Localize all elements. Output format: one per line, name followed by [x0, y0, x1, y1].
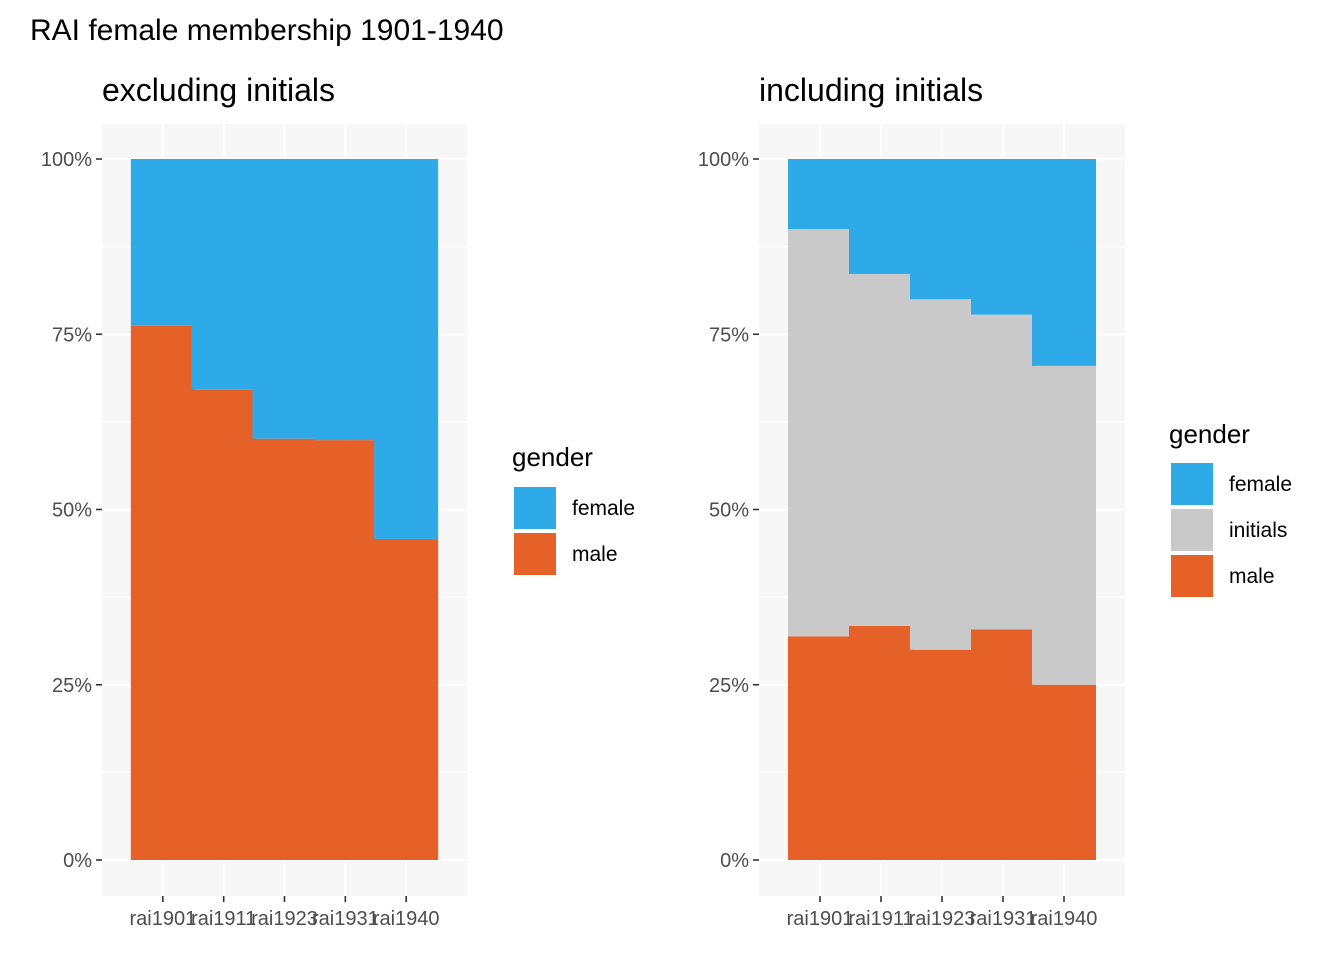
bar-male-rai1923 — [910, 649, 974, 860]
chart-panel-1: excluding initials 0% 25% 50% 75% 100% rai1901… — [41, 72, 635, 930]
x-tick-label: rai1911 — [848, 908, 913, 930]
legend-title: gender — [512, 442, 593, 472]
bar-female-rai1911 — [849, 159, 913, 274]
bar-female-rai1931 — [313, 159, 378, 441]
bar-male-rai1931 — [313, 440, 378, 860]
chart-panel-2: including initials 0% 25% 50% 75% 100% rai1901… — [698, 72, 1292, 930]
legend-label-female: female — [1229, 473, 1292, 496]
y-tick-label: 50% — [709, 500, 749, 522]
bar-female-rai1923 — [910, 159, 974, 300]
bar-female-rai1901 — [130, 159, 195, 326]
legend-key-male — [514, 533, 556, 575]
legend: gender female initials male — [1169, 419, 1292, 597]
bar-male-rai1931 — [971, 629, 1035, 860]
bar-male-rai1901 — [788, 636, 852, 860]
x-tick-label: rai1923 — [909, 908, 976, 930]
y-tick-label: 100% — [698, 149, 749, 171]
bar-initials-rai1911 — [849, 273, 913, 626]
panels: excluding initials 0% 25% 50% 75% 100% rai1901… — [41, 72, 1292, 930]
bar-male-rai1923 — [252, 438, 317, 860]
bar-male-rai1940 — [1032, 684, 1096, 860]
bar-female-rai1940 — [1032, 159, 1096, 366]
x-tick-label: rai1931 — [970, 908, 1037, 930]
bar-initials-rai1931 — [971, 314, 1035, 630]
x-tick-label: rai1931 — [312, 908, 379, 930]
y-tick-label: 25% — [709, 675, 749, 697]
x-tick-label: rai1901 — [787, 908, 854, 930]
bar-female-rai1923 — [252, 159, 317, 439]
x-tick-label: rai1911 — [191, 908, 256, 930]
y-tick-label: 75% — [52, 324, 92, 346]
legend-title: gender — [1169, 419, 1250, 449]
y-tick-label: 100% — [41, 149, 92, 171]
y-tick-label: 50% — [52, 500, 92, 522]
bar-male-rai1940 — [374, 538, 439, 860]
legend-key-initials — [1171, 509, 1213, 551]
bar-female-rai1940 — [374, 159, 439, 539]
bar-initials-rai1940 — [1032, 365, 1096, 685]
x-tick-label: rai1940 — [373, 908, 440, 930]
panel-title: excluding initials — [102, 72, 335, 108]
bar-male-rai1911 — [849, 625, 913, 860]
x-tick-label: rai1923 — [251, 908, 318, 930]
bar-initials-rai1923 — [910, 299, 974, 650]
panel-title: including initials — [759, 72, 983, 108]
legend-key-female — [1171, 463, 1213, 505]
legend-label-initials: initials — [1229, 519, 1287, 542]
bar-initials-rai1901 — [788, 229, 852, 637]
main-title: RAI female membership 1901-1940 — [30, 14, 504, 47]
legend-key-male — [1171, 555, 1213, 597]
y-tick-label: 0% — [720, 850, 749, 872]
legend-label-male: male — [572, 543, 618, 566]
y-tick-label: 75% — [709, 324, 749, 346]
legend: gender female male — [512, 442, 635, 575]
bar-male-rai1901 — [130, 325, 195, 860]
y-tick-label: 25% — [52, 675, 92, 697]
x-tick-label: rai1940 — [1031, 908, 1098, 930]
legend-label-male: male — [1229, 565, 1275, 588]
bar-female-rai1901 — [788, 159, 852, 230]
bar-male-rai1911 — [191, 389, 256, 860]
legend-key-female — [514, 487, 556, 529]
bar-female-rai1911 — [191, 159, 256, 390]
x-tick-label: rai1901 — [129, 908, 196, 930]
legend-label-female: female — [572, 497, 635, 520]
y-tick-label: 0% — [63, 850, 92, 872]
bar-female-rai1931 — [971, 159, 1035, 315]
